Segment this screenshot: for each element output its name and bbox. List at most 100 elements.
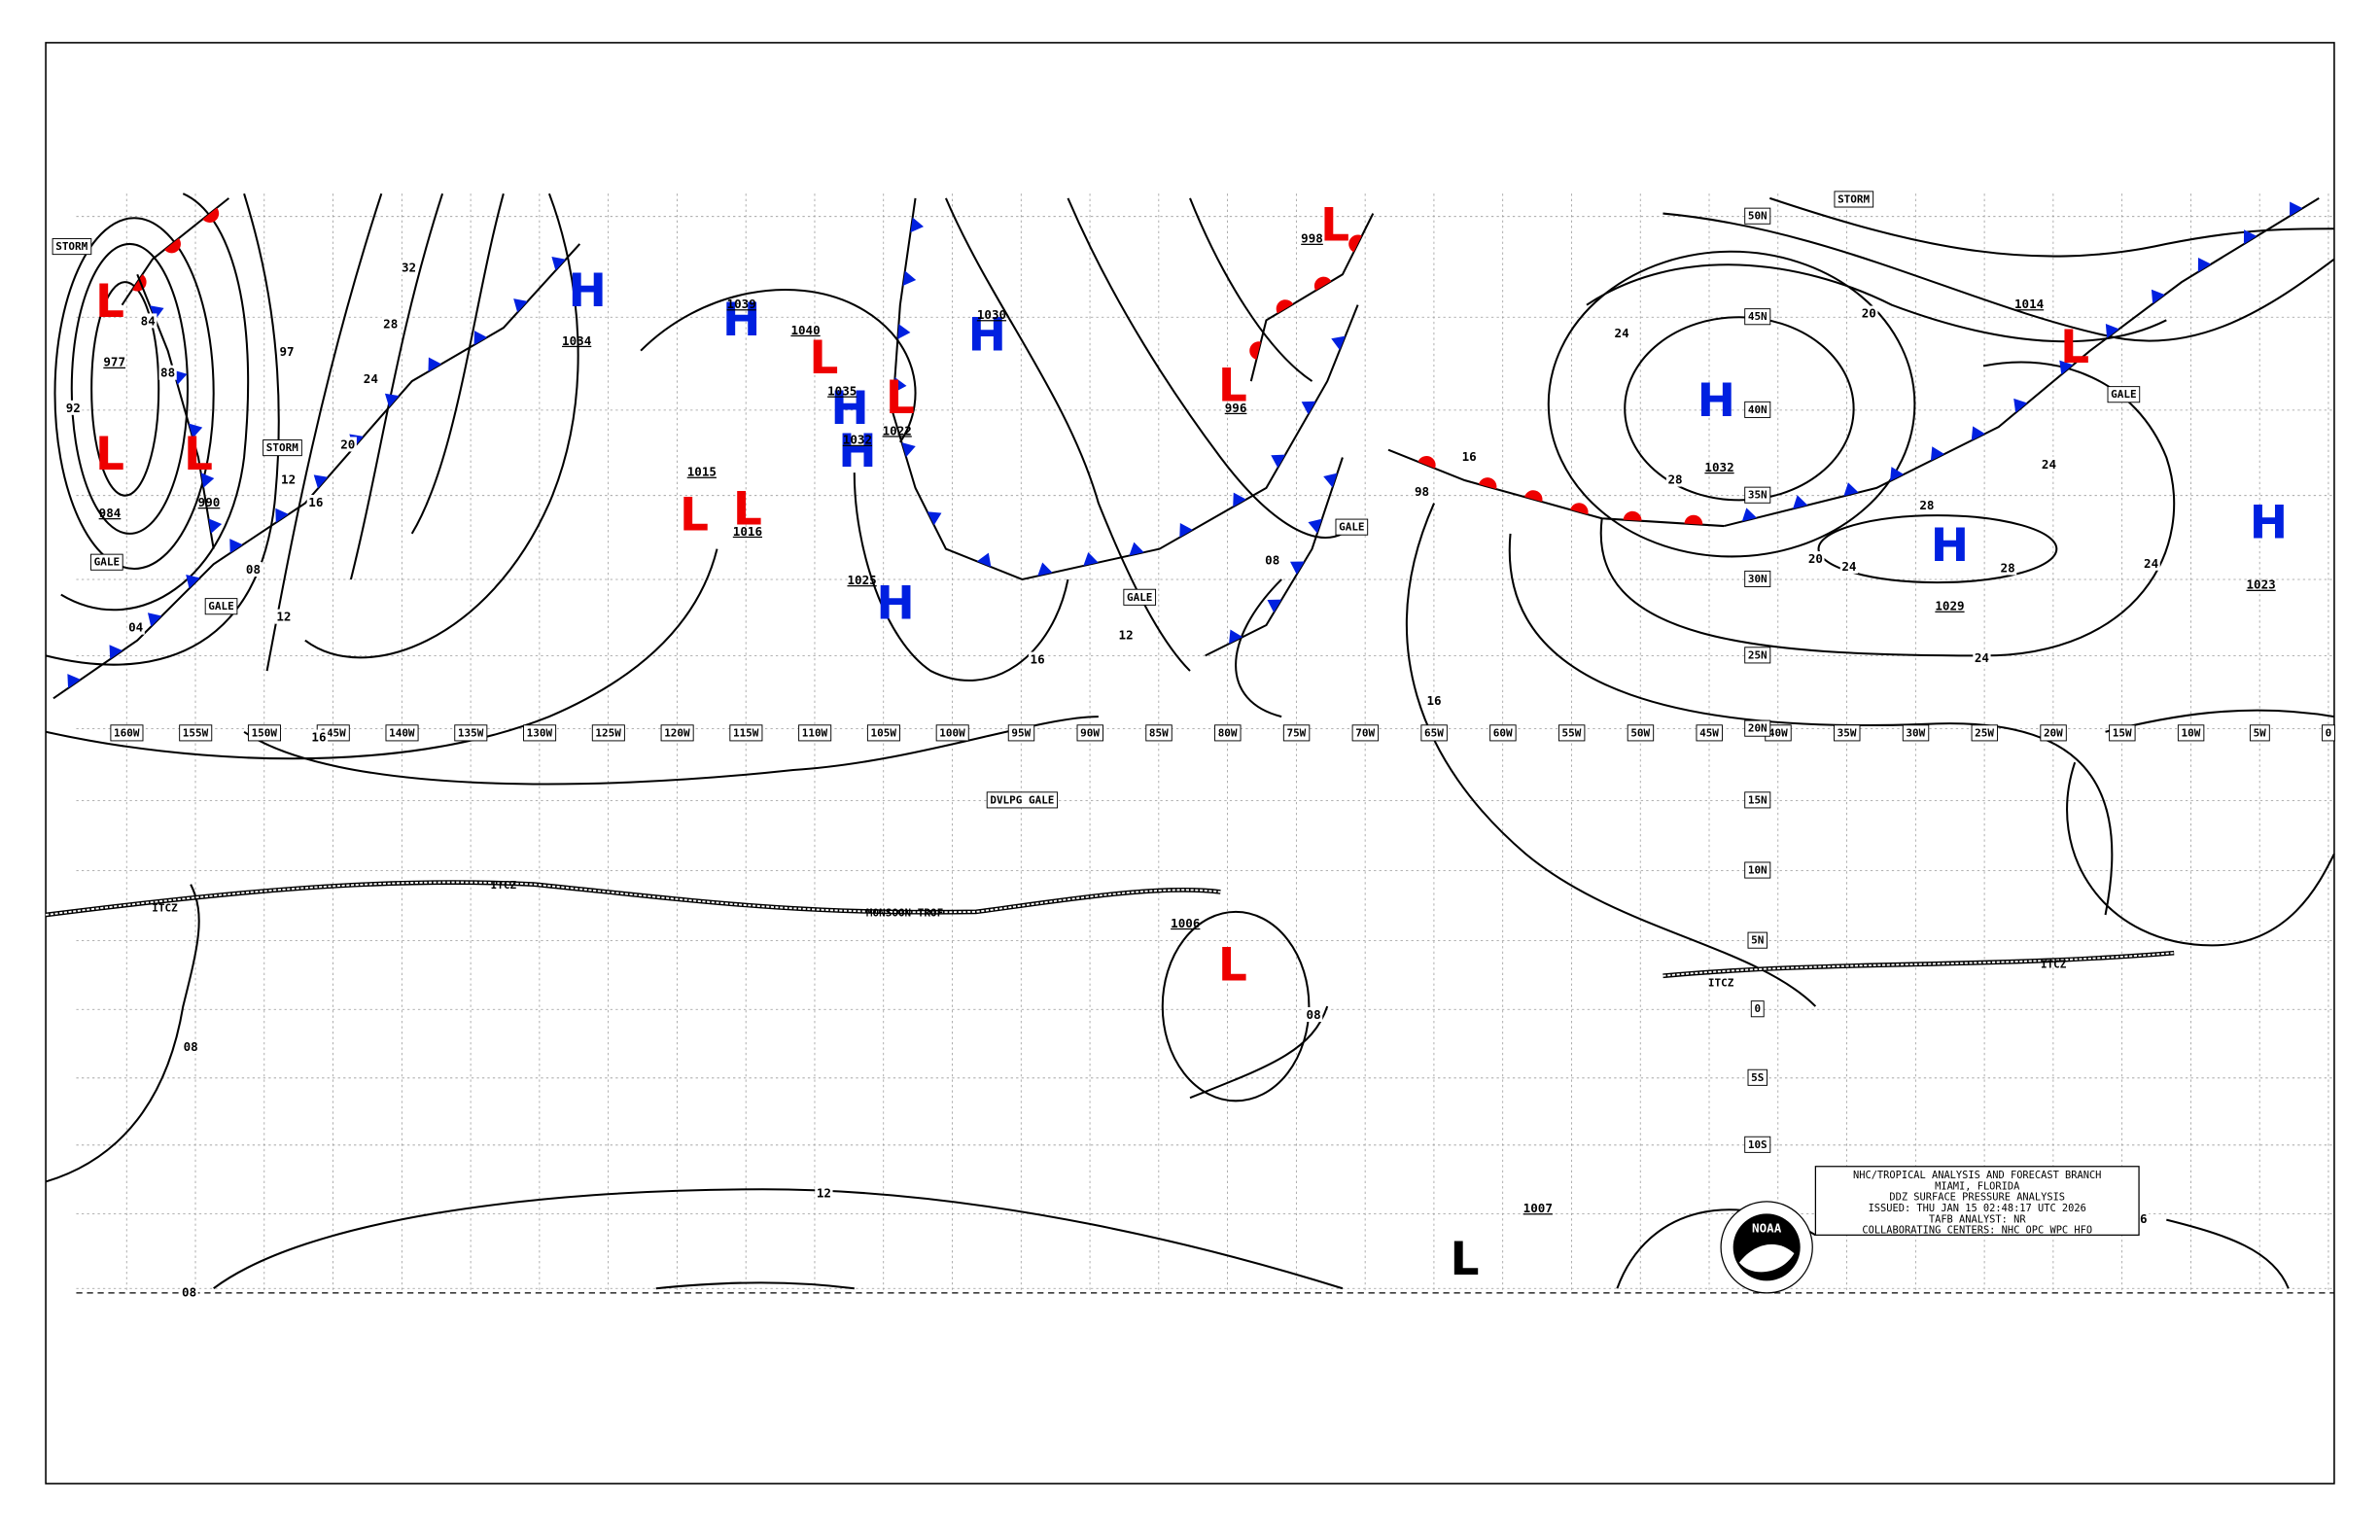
pressure-center-symbol: L [1218,359,1247,412]
isobar-label-bg [182,1038,200,1054]
pressure-center-symbol: H [568,264,606,318]
isobar-label: 97 [279,344,294,359]
front-line [891,197,1359,581]
isobar-label: 16 [1427,693,1442,708]
isobar-label-bg [1665,472,1685,487]
pressure-center-value: 996 [1225,401,1247,415]
isobar-label: 12 [1119,627,1134,642]
warning-label-box [262,439,302,457]
cold-front-symbol [897,324,911,339]
latitude-label-box [1744,486,1771,504]
itcz-inner [45,881,1221,916]
longitude-label: 30W [1906,726,1925,739]
cold-front-symbol [1971,426,1985,441]
longitude-label: 110W [802,726,828,739]
isobar-label: 98 [1415,484,1429,499]
latitude-label: 10S [1748,1138,1768,1151]
isobar-label-bg [1860,305,1878,321]
isobar-label-bg [2040,456,2058,472]
cold-front-symbol [2289,201,2303,217]
longitude-label: 60W [1493,726,1513,739]
isobar-label: 24 [1975,650,1989,665]
cold-front-symbol [186,575,200,589]
pressure-center-value: 1007 [1523,1201,1553,1215]
warning-label-box [2107,386,2141,403]
cold-front-symbol [2013,398,2028,413]
cold-front-symbol [1233,492,1246,508]
longitude-label: 50W [1630,726,1650,739]
latitude-label-box [1744,719,1771,737]
pressure-center-symbol: H [2250,497,2288,550]
warning-label: GALE [94,556,120,569]
longitude-label-box [2249,724,2270,742]
front-line [1387,448,1725,528]
isobar-label: 08 [1265,553,1279,568]
longitude-label-box [1558,724,1586,742]
grid [76,193,2334,1294]
latitude-label-box [1747,931,1768,949]
isobar-label: 24 [1841,559,1856,574]
cold-front-symbol [1301,401,1316,415]
longitude-label-box [866,724,900,742]
warm-front-symbol [1249,341,1261,360]
latitude-label-box [1744,647,1771,664]
longitude-label-box [935,724,969,742]
latitude-label: 10N [1748,864,1768,877]
cold-front-symbol [1930,446,1944,462]
longitude-label: 160W [114,726,140,739]
longitude-label: 85W [1149,726,1169,739]
warm-front-symbol [164,238,181,254]
feature-label: ITCZ [152,902,178,915]
isobar-label: 24 [2042,457,2056,472]
longitude-label-box [1971,724,1999,742]
pressure-center-symbol: H [722,294,760,347]
pressure-center-value: 1035 [827,384,857,399]
cold-front-symbol [910,217,925,233]
title-line: DDZ SURFACE PRESSURE ANALYSIS [1889,1192,2065,1204]
longitude-label: 40W [1768,726,1788,739]
cold-front-symbol [551,257,566,271]
longitude-label: 155W [183,726,209,739]
pressure-center-value: 1015 [687,465,717,479]
isobar-label: 16 [1462,449,1477,464]
pressure-center-value: 977 [103,355,125,369]
longitude-label-box [2322,724,2335,742]
isobar-label-bg [1973,650,1991,666]
latitude-label: 30N [1748,573,1768,585]
pressure-center-value: 1039 [727,297,756,311]
isobar-label-bg [1839,558,1859,574]
isobar-label-bg [1263,552,1281,568]
longitude-label-box [1902,724,1930,742]
longitude-label-box [2040,724,2067,742]
longitude-label-box [179,724,213,742]
pressure-center-symbol: H [1698,374,1735,428]
cold-front-symbol [150,305,164,320]
warning-label: DVLPG GALE [990,793,1054,806]
longitude-label: 100W [939,726,965,739]
pressure-center-value: 998 [1301,231,1323,246]
latitude-label: 5N [1751,934,1764,947]
longitude-label-box [1627,724,1655,742]
isobar-label-bg [306,495,325,510]
isobar-label-bg [2138,1211,2150,1227]
longitude-label-box [523,724,557,742]
longitude-label: 130W [527,726,553,739]
pressure-center-value: 1040 [790,323,820,337]
longitude-label-box [1420,724,1448,742]
longitude-label: 35W [1838,726,1857,739]
cold-front-symbol [1271,454,1286,469]
longitude-label: 10W [2182,726,2201,739]
pressure-center-value: 1032 [1704,460,1733,474]
isobar-label: 88 [160,366,175,380]
isobar-label: 20 [1808,551,1823,566]
warning-label: STORM [266,441,298,454]
longitude-label: 120W [664,726,690,739]
isobar-label: 08 [184,1039,198,1054]
longitude-label-box [729,724,763,742]
pressure-center-value: 1025 [848,573,877,587]
cold-front-symbol [1083,552,1099,566]
longitude-label-box [1214,724,1242,742]
cold-front-symbol [2243,229,2258,245]
isobar-label-bg [1460,448,1479,464]
